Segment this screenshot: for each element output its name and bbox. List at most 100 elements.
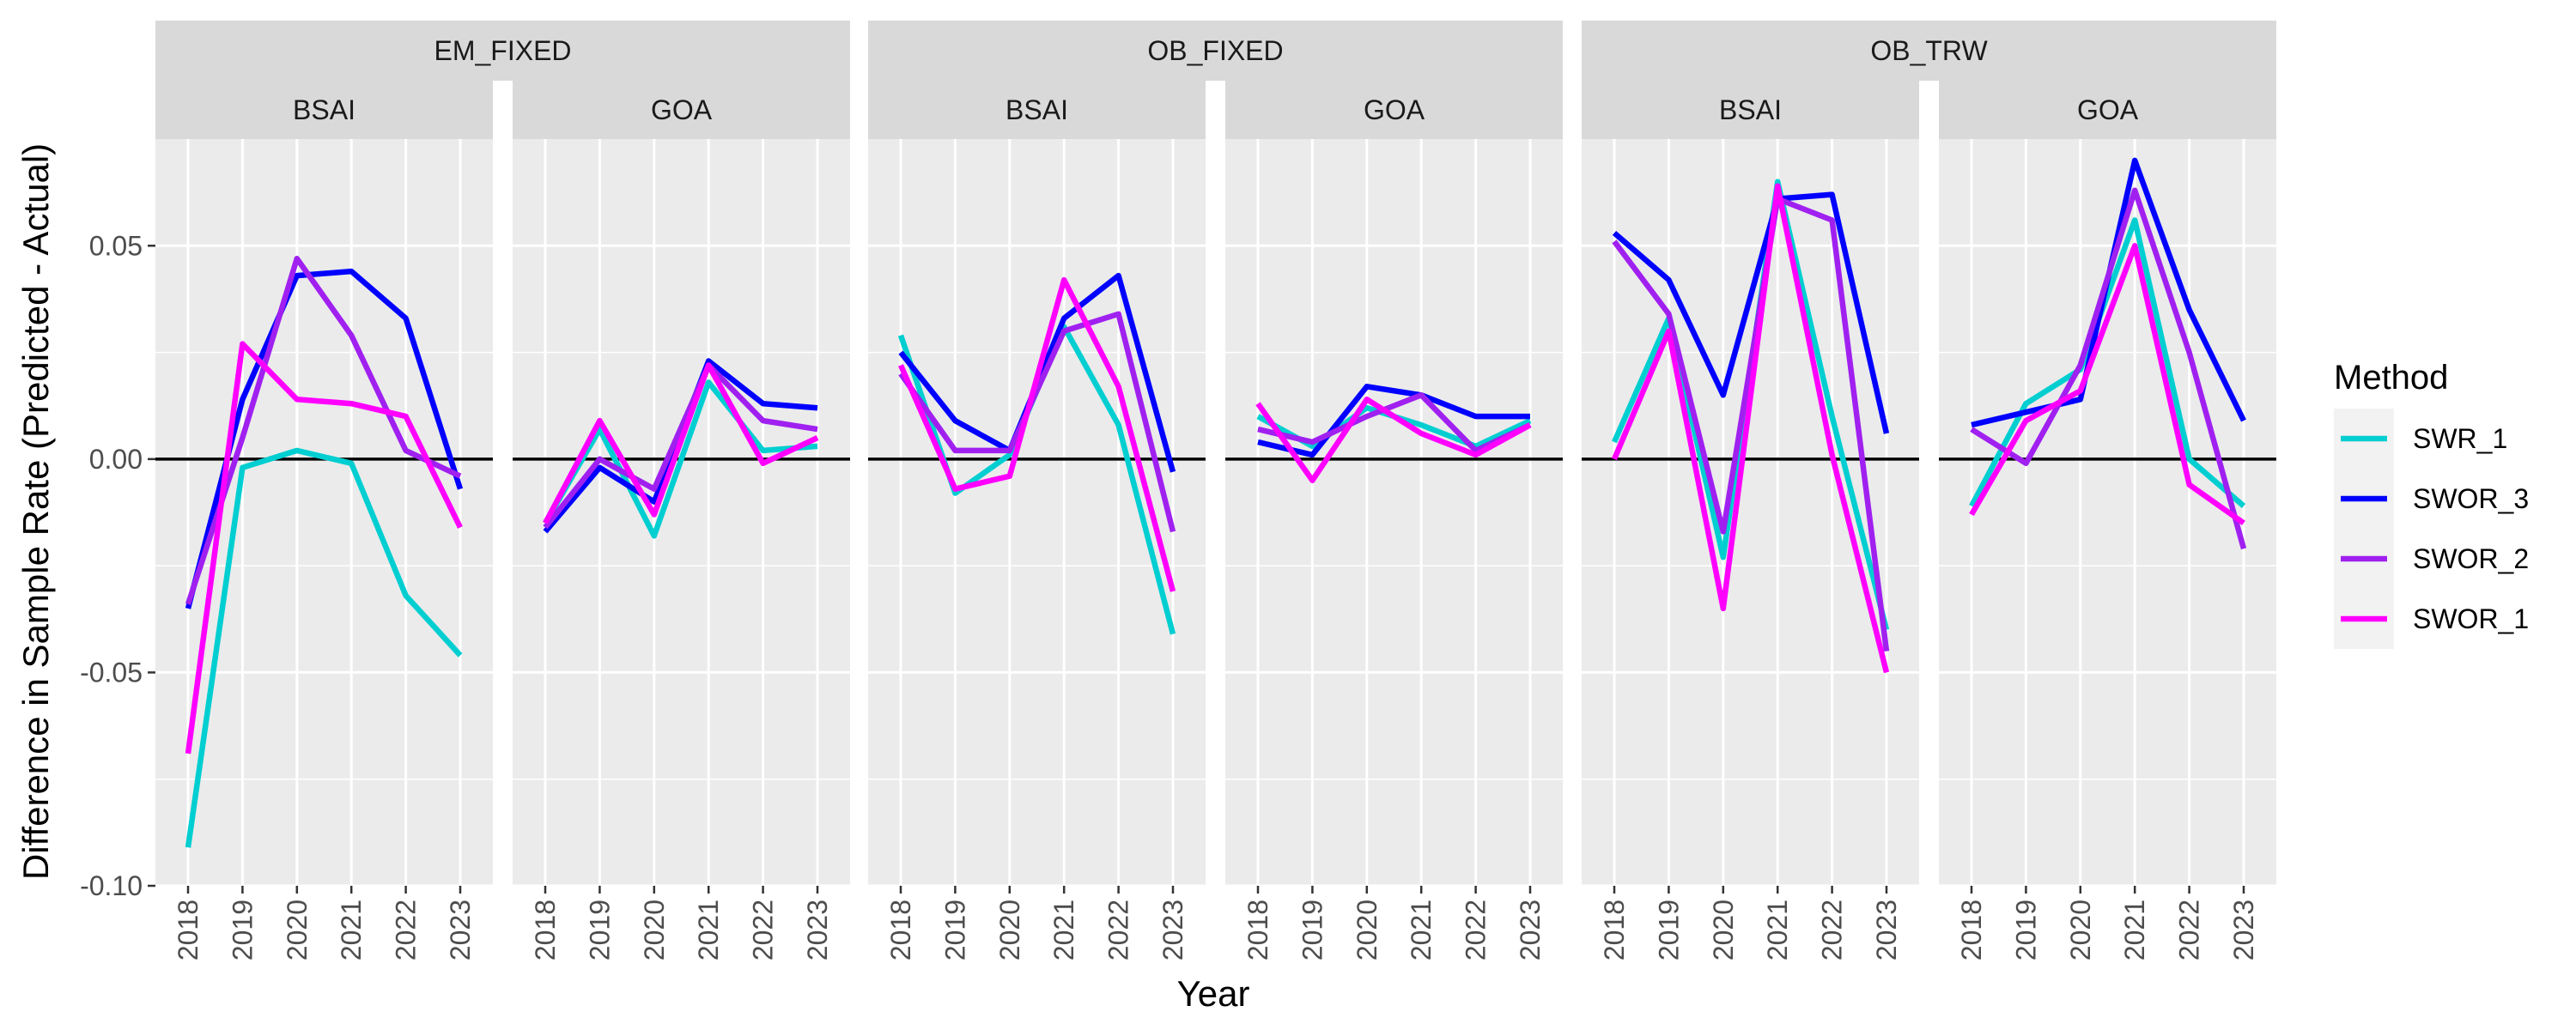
panel-strip-label: BSAI: [1719, 94, 1782, 125]
x-tick-label: 2021: [2119, 900, 2150, 960]
x-tick-label: 2019: [939, 900, 970, 960]
x-tick-label: 2021: [1048, 900, 1079, 960]
legend-item-swor-2: SWOR_2: [2334, 529, 2529, 589]
panel-strip-label: BSAI: [293, 94, 355, 125]
series-line-swor-2: [1257, 392, 1532, 454]
x-tick-label: 2020: [994, 900, 1025, 960]
x-tick-label: 2023: [802, 900, 833, 960]
panel-strip: [1582, 81, 1919, 139]
series-line-swor-1: [898, 276, 1176, 592]
x-tick-label: 2020: [639, 900, 670, 960]
series-line-swr-1: [1969, 217, 2246, 508]
x-tick-label: 2018: [173, 900, 204, 960]
series-line-swor-2: [1970, 187, 2247, 550]
panel: BSAI: [868, 81, 1206, 888]
x-tick-label: 2020: [1708, 900, 1739, 960]
panel-background: [868, 139, 1206, 886]
legend-label: SWOR_1: [2413, 603, 2529, 634]
panel-background: [1582, 139, 1919, 886]
series-line-swor-2: [898, 311, 1176, 533]
legend-items: SWR_1 SWOR_3 SWOR_2 SWOR_1: [2334, 409, 2529, 649]
x-tick-label: 2020: [2065, 900, 2096, 960]
panel-strip: [155, 81, 493, 139]
y-tick-label: -0.05: [80, 657, 143, 688]
series-line-swor-3: [1257, 384, 1530, 458]
panels-layer: EM_FIXED OB_FIXED OB_TRW BSAI GOA BSAI GOA BSAI…: [155, 21, 2276, 888]
series-line-swor-2: [543, 362, 818, 530]
series-line-swor-3: [1612, 191, 1890, 434]
panel-strip-label: BSAI: [1005, 94, 1068, 125]
panel-strip-label: GOA: [651, 94, 713, 125]
panel-strip: [1939, 81, 2276, 139]
legend-label: SWOR_3: [2413, 483, 2529, 514]
panel-background: [1225, 139, 1563, 886]
x-tick-label: 2019: [227, 900, 258, 960]
series-line-swor-2: [1612, 196, 1890, 652]
x-tick-label: 2019: [1297, 900, 1327, 960]
x-tick-label: 2023: [1515, 900, 1546, 960]
x-tick-label: 2019: [2010, 900, 2041, 960]
x-tick-label: 2022: [1103, 900, 1134, 960]
x-tick-label: 2019: [584, 900, 615, 960]
legend-label: SWOR_2: [2413, 543, 2529, 574]
y-tick-label: 0.00: [89, 444, 143, 475]
series-line-swr-1: [185, 447, 463, 848]
x-tick-label: 2018: [885, 900, 916, 960]
x-tick-label: 2020: [282, 900, 313, 960]
x-tick-label: 2023: [1871, 900, 1902, 960]
x-tick-label: 2018: [1599, 900, 1630, 960]
x-tick-label: 2018: [1242, 900, 1273, 960]
x-tick-label: 2022: [748, 900, 779, 960]
x-axis-title: Year: [1177, 973, 1250, 1014]
x-tick-label: 2019: [1653, 900, 1684, 960]
panel-background: [155, 139, 493, 886]
panel-strip: [1225, 81, 1563, 139]
series-line-swor-1: [1969, 243, 2245, 526]
axes-layer: 2018 2019 2020 2021 2022 2023 2018 2019 2020 2021…: [80, 230, 2259, 960]
series-line-swor-2: [185, 255, 462, 605]
x-tick-label: 2022: [1817, 900, 1848, 960]
legend-label: SWR_1: [2413, 423, 2507, 454]
panel-strip: [868, 81, 1206, 139]
x-tick-label: 2022: [2174, 900, 2205, 960]
x-tick-label: 2023: [445, 900, 476, 960]
panel: BSAI: [155, 81, 493, 888]
panel-background: [1939, 139, 2276, 886]
legend-title: Method: [2334, 359, 2448, 397]
y-axis-title: Difference in Sample Rate (Predicted - A…: [15, 143, 56, 880]
x-tick-label: 2023: [1157, 900, 1188, 960]
x-tick-label: 2020: [1352, 900, 1382, 960]
legend-item-swr-1: SWR_1: [2334, 409, 2507, 469]
series-line-swor-1: [185, 341, 463, 754]
series-line-swr-1: [543, 379, 818, 539]
panel: GOA: [1939, 81, 2276, 888]
x-tick-label: 2018: [1956, 900, 1987, 960]
x-tick-label: 2021: [1406, 900, 1437, 960]
panel-strip-label: GOA: [1364, 94, 1425, 125]
group-strip-label: OB_FIXED: [1147, 35, 1283, 66]
series-line-swor-1: [1255, 397, 1532, 483]
group-strip-label: EM_FIXED: [434, 35, 571, 66]
x-tick-label: 2021: [1762, 900, 1793, 960]
y-tick-label: -0.10: [80, 870, 143, 901]
group-strip: [1582, 21, 2276, 81]
group-strip: [155, 21, 850, 81]
legend-item-swor-1: SWOR_1: [2334, 589, 2529, 649]
y-tick-label: 0.05: [89, 230, 143, 261]
panel-strip-label: GOA: [2077, 94, 2139, 125]
group-strip: [868, 21, 1563, 81]
panel-background: [513, 139, 850, 886]
x-tick-label: 2022: [1461, 900, 1492, 960]
x-tick-label: 2023: [2228, 900, 2259, 960]
x-tick-label: 2018: [530, 900, 561, 960]
series-line-swor-1: [543, 362, 819, 524]
panel: BSAI: [1582, 81, 1919, 888]
group-strip-label: OB_TRW: [1870, 35, 1988, 66]
x-tick-label: 2022: [391, 900, 422, 960]
series-line-swor-1: [1612, 183, 1890, 674]
series-line-swor-3: [185, 268, 464, 609]
panel-strip: [513, 81, 850, 139]
panel: GOA: [1225, 81, 1563, 888]
legend-item-swor-3: SWOR_3: [2334, 469, 2529, 529]
